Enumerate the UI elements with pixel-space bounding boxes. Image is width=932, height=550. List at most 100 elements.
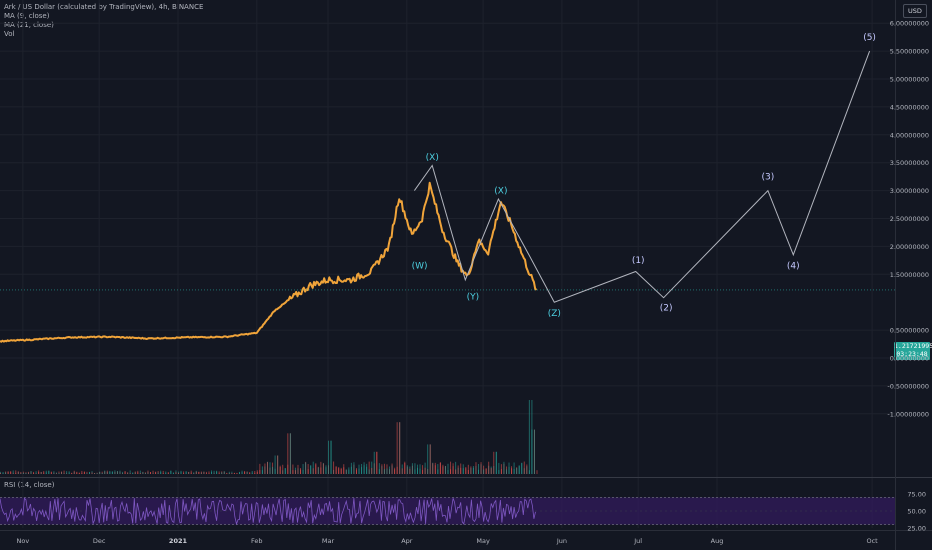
volume-bar	[327, 440, 329, 474]
volume-bar	[150, 472, 152, 474]
volume-bar	[455, 469, 457, 474]
rsi-legend[interactable]: RSI (14, close)	[4, 481, 55, 489]
volume-bar	[345, 469, 347, 474]
wave-label[interactable]: (4)	[787, 262, 800, 272]
wave-label[interactable]: (1)	[632, 256, 645, 266]
volume-bar	[307, 464, 309, 474]
volume-bar	[7, 471, 9, 474]
volume-bar	[266, 462, 268, 474]
wave-label[interactable]: (Y)	[467, 292, 480, 302]
volume-bar	[531, 429, 533, 474]
volume-bar	[132, 472, 134, 474]
rsi-tick-label: 75.00	[907, 491, 926, 499]
volume-bar	[35, 471, 37, 474]
volume-bar	[386, 468, 388, 474]
wave-label[interactable]: (2)	[660, 304, 673, 314]
price-tick-label: 1.50000000	[890, 271, 929, 279]
volume-bar	[437, 469, 439, 474]
ma21-label[interactable]: MA (21, close)	[4, 21, 54, 29]
rsi-tick-label: 25.00	[907, 525, 926, 533]
volume-bar	[284, 468, 286, 474]
time-tick-label: 2021	[169, 537, 188, 545]
volume-bar	[272, 466, 274, 474]
volume-bar	[325, 465, 327, 474]
volume-bar	[279, 465, 281, 474]
volume-bar	[383, 469, 385, 474]
volume-bar	[55, 473, 57, 474]
symbol-title[interactable]: Ark / US Dollar (calculated by TradingVi…	[4, 3, 204, 11]
volume-bar	[83, 472, 85, 474]
volume-bar	[12, 470, 14, 474]
volume-bar	[25, 473, 27, 474]
volume-bar	[88, 472, 90, 474]
volume-bar	[493, 451, 495, 474]
volume-bar	[63, 470, 65, 474]
volume-bar	[444, 466, 446, 474]
volume-bar	[269, 462, 271, 474]
ma9-label[interactable]: MA (9, close)	[4, 12, 50, 20]
volume-bar	[498, 462, 500, 474]
volume-bar	[302, 464, 304, 474]
volume-bar	[58, 472, 60, 474]
volume-bar	[205, 471, 207, 474]
volume-bar	[165, 471, 167, 474]
volume-bar	[317, 467, 319, 474]
volume-bar	[119, 470, 121, 474]
volume-bar	[411, 463, 413, 474]
volume-bar	[439, 462, 441, 474]
volume-bar	[437, 464, 439, 474]
time-tick-label: Oct	[866, 537, 878, 545]
volume-bar	[292, 464, 294, 474]
wave-label[interactable]: (X)	[494, 186, 507, 196]
wave-label[interactable]: (W)	[412, 262, 428, 272]
volume-bar	[76, 472, 78, 474]
volume-bar	[81, 470, 83, 474]
volume-bar	[373, 451, 375, 474]
volume-bar	[259, 463, 261, 474]
volume-bar	[124, 471, 126, 474]
volume-bar	[490, 468, 492, 474]
volume-bar	[292, 470, 294, 474]
volume-bar	[376, 451, 378, 474]
volume-bar	[111, 471, 113, 474]
volume-bar	[198, 471, 200, 474]
elliott-projection-line[interactable]	[413, 50, 871, 303]
volume-bar	[312, 461, 314, 474]
volume-bar	[409, 468, 411, 474]
volume-bar	[157, 472, 159, 474]
volume-bar	[68, 472, 70, 474]
volume-bar	[536, 470, 538, 474]
volume-bar	[289, 433, 291, 474]
volume-bar	[353, 462, 355, 474]
volume-bar	[508, 466, 510, 474]
wave-label[interactable]: (5)	[863, 33, 876, 43]
volume-bar	[467, 470, 469, 474]
volume-bar	[114, 470, 116, 474]
volume-bar	[40, 471, 42, 474]
volume-bar	[478, 463, 480, 474]
volume-bar	[307, 469, 309, 474]
volume-bar	[404, 462, 406, 474]
currency-button[interactable]: USD	[903, 4, 927, 18]
volume-bar	[401, 468, 403, 474]
volume-bar	[434, 462, 436, 474]
volume-bar	[432, 463, 434, 474]
volume-bar	[180, 471, 182, 474]
volume-bar	[483, 469, 485, 474]
volume-bar	[200, 471, 202, 474]
volume-bar	[246, 471, 248, 474]
volume-label[interactable]: Vol	[4, 30, 15, 38]
volume-bar	[195, 471, 197, 474]
rsi-line	[0, 497, 536, 526]
wave-label[interactable]: (Z)	[548, 309, 561, 319]
wave-label[interactable]: (3)	[761, 172, 774, 182]
volume-bar	[264, 463, 266, 474]
volume-bar	[427, 444, 429, 474]
volume-bar	[485, 468, 487, 474]
volume-bar	[223, 471, 225, 474]
volume-bar	[101, 471, 103, 474]
wave-label[interactable]: (X)	[426, 153, 439, 163]
volume-bar	[355, 469, 357, 474]
volume-bar	[53, 471, 55, 474]
